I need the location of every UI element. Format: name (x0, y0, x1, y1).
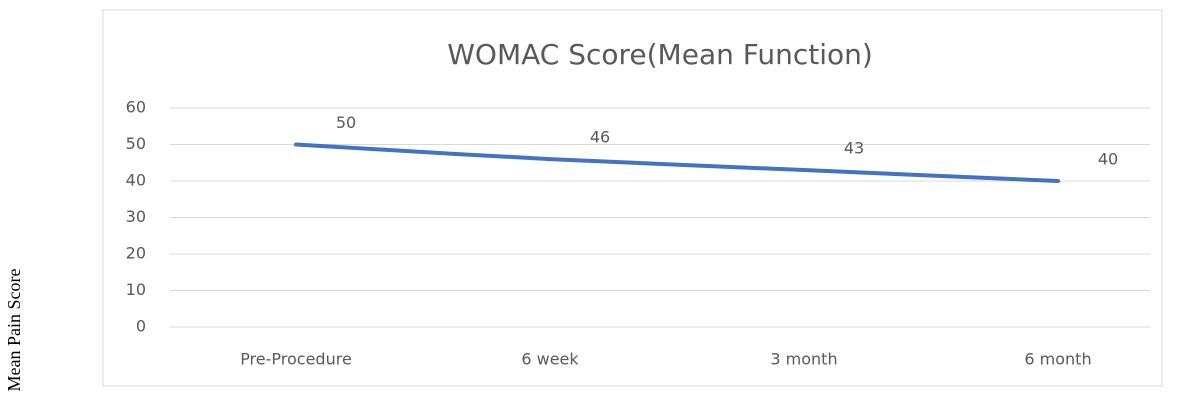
y-tick-label: 20 (126, 244, 146, 263)
chart-title: WOMAC Score(Mean Function) (447, 38, 873, 71)
x-tick-label: Pre-Procedure (240, 350, 352, 369)
data-label: 50 (336, 113, 356, 132)
x-tick-label: 6 month (1024, 350, 1091, 369)
y-tick-label: 30 (126, 207, 146, 226)
y-tick-label: 40 (126, 171, 146, 190)
y-axis-label: Mean Pain Score (4, 269, 24, 392)
data-label: 40 (1098, 150, 1118, 169)
y-tick-label: 10 (126, 280, 146, 299)
chart-border (102, 9, 1163, 387)
x-tick-label: 3 month (770, 350, 837, 369)
y-tick-label: 0 (136, 317, 146, 336)
x-tick-label: 6 week (521, 350, 579, 369)
y-tick-label: 50 (126, 134, 146, 153)
y-tick-label: 60 (126, 98, 146, 117)
data-label: 46 (590, 128, 610, 147)
line-series (294, 142, 1060, 183)
data-label: 43 (844, 139, 864, 158)
